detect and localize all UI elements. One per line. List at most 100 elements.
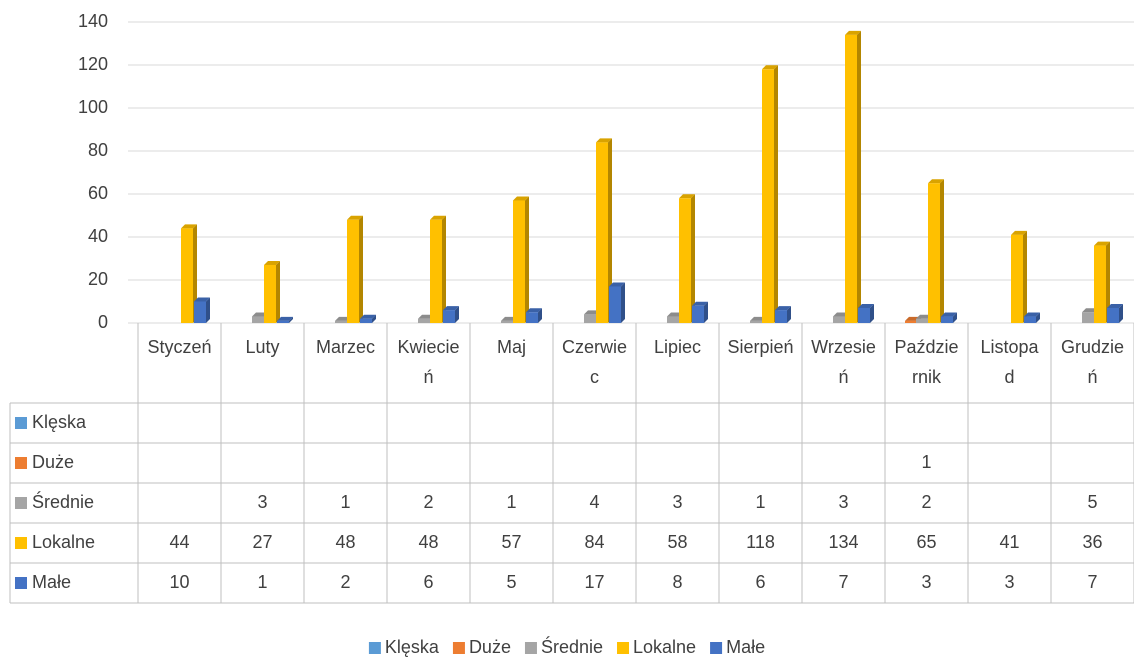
bar-top (443, 306, 459, 311)
bar (1082, 312, 1094, 323)
bar (941, 316, 953, 323)
bar-side (691, 194, 695, 323)
legend-label: Klęska (385, 637, 440, 657)
x-tick-label: Lipiec (653, 337, 702, 357)
bar (360, 318, 372, 323)
bar (916, 318, 928, 323)
bar-side (1119, 303, 1123, 323)
bar (264, 264, 276, 323)
x-tick-label: Czerwiec (561, 337, 627, 387)
legend-label: Lokalne (633, 637, 696, 657)
table-cell: 3 (1004, 572, 1014, 592)
table-legend-key (15, 497, 27, 509)
bar (430, 219, 442, 323)
bar (194, 301, 206, 323)
bar-top (264, 260, 280, 265)
table-cell: 2 (921, 492, 931, 512)
y-tick-label: 120 (78, 54, 108, 74)
x-tick-label: Wrzesień (811, 337, 876, 387)
bar (1024, 316, 1036, 323)
bar (418, 318, 430, 323)
table-cell: 7 (838, 572, 848, 592)
table-cell: 1 (257, 572, 267, 592)
bar (609, 286, 621, 323)
bar-top (526, 308, 542, 313)
legend-key (710, 642, 723, 654)
bar-top (347, 215, 363, 220)
bar-top (513, 196, 529, 201)
table-cell: 10 (169, 572, 189, 592)
bar-side (359, 215, 363, 323)
table-row-label: Duże (32, 452, 74, 472)
bar-side (525, 196, 529, 323)
bar (501, 320, 513, 323)
table-cell: 6 (755, 572, 765, 592)
bar-top (679, 194, 695, 199)
table-cell: 58 (667, 532, 687, 552)
x-tick-label: Listopad (980, 337, 1039, 387)
bar-side (787, 306, 791, 323)
bar-top (194, 297, 210, 302)
y-tick-label: 80 (88, 140, 108, 160)
bar (845, 34, 857, 324)
table-cell: 36 (1082, 532, 1102, 552)
bar (667, 316, 679, 323)
legend-label: Średnie (541, 636, 603, 657)
bar (762, 69, 774, 323)
bar-side (538, 308, 542, 323)
table-cell: 8 (672, 572, 682, 592)
bar (443, 310, 455, 323)
x-tick-label: Marzec (315, 337, 375, 357)
x-tick-label: Kwiecień (397, 337, 460, 387)
bar-side (940, 179, 944, 323)
table-cell: 1 (921, 452, 931, 472)
bar-side (276, 260, 280, 323)
bar-top (360, 314, 376, 319)
bar-side (193, 224, 197, 323)
y-tick-label: 140 (78, 11, 108, 31)
bar-side (621, 282, 625, 323)
table-legend-key (15, 537, 27, 549)
legend-key (617, 642, 630, 654)
bar-side (704, 301, 708, 323)
y-tick-label: 20 (88, 269, 108, 289)
table-cell: 5 (1087, 492, 1097, 512)
table-legend-key (15, 457, 27, 469)
bar (347, 219, 359, 323)
bar-side (608, 138, 612, 323)
bar (1094, 245, 1106, 323)
table-cell: 118 (746, 532, 775, 552)
bar-side (206, 297, 210, 323)
bar-side (953, 312, 957, 323)
bar-side (857, 30, 861, 324)
bar (905, 320, 917, 323)
table-cell: 48 (418, 532, 438, 552)
x-tick-label: Grudzień (1060, 337, 1125, 387)
x-tick-label: Październik (894, 337, 959, 387)
table-cell: 3 (838, 492, 848, 512)
bar (526, 312, 538, 323)
legend-label: Małe (726, 637, 765, 657)
x-tick-label: Luty (245, 337, 280, 357)
bar-top (858, 303, 874, 308)
bar-side (774, 65, 778, 324)
table-cell: 17 (584, 572, 604, 592)
table-cell: 1 (340, 492, 350, 512)
bar (1011, 234, 1023, 323)
legend-key (368, 642, 381, 654)
bar (252, 316, 264, 323)
table-legend-key (15, 417, 27, 429)
bar-side (1023, 230, 1027, 323)
bar-top (430, 215, 446, 220)
bar-top (941, 312, 957, 317)
x-tick-label: Styczeń (147, 337, 212, 357)
bar-top (692, 301, 708, 306)
bar-side (372, 314, 376, 323)
bar-top (1011, 230, 1027, 235)
table-cell: 2 (423, 492, 433, 512)
table-cell: 7 (1087, 572, 1097, 592)
bar-top (609, 282, 625, 287)
table-cell: 27 (252, 532, 272, 552)
